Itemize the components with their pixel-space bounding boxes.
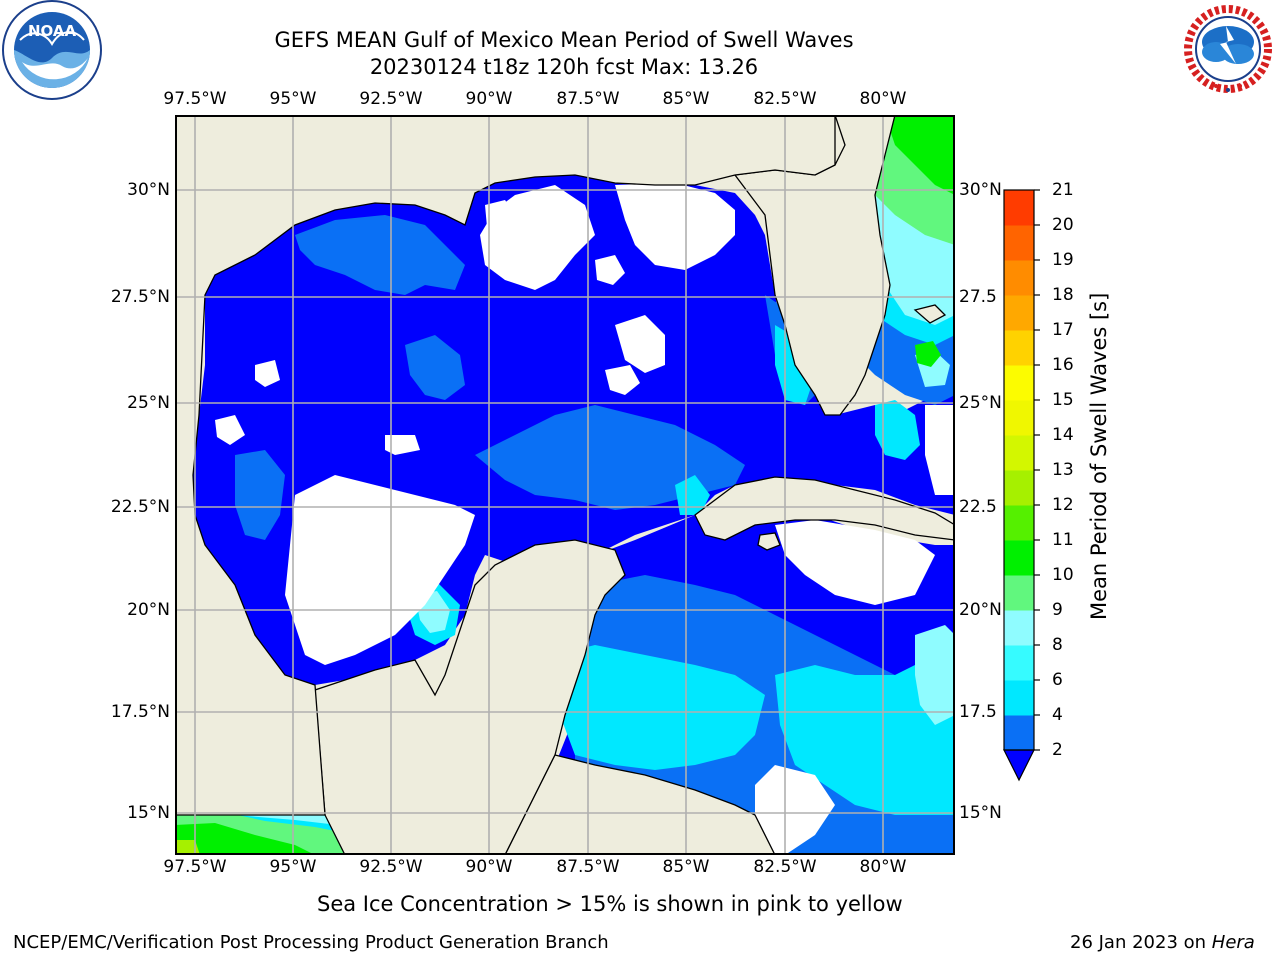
cuba-land [694, 476, 955, 541]
colorbar-swatch [1004, 435, 1034, 471]
colorbar-swatch [1004, 330, 1034, 366]
lat-label-left: 30°N [127, 180, 170, 200]
swell-period-map [175, 115, 955, 855]
colorbar-tick-label: 14 [1052, 425, 1074, 445]
footer-date-text: 26 Jan 2023 on [1070, 932, 1212, 953]
lon-label-top: 90°W [465, 89, 513, 109]
colorbar-swatch [1004, 365, 1034, 401]
lat-label-left: 15°N [127, 803, 170, 823]
lon-label-bottom: 90°W [465, 857, 513, 877]
footer-credit: NCEP/EMC/Verification Post Processing Pr… [13, 932, 609, 953]
colorbar-tick-label: 21 [1052, 180, 1074, 200]
map-title: GEFS MEAN Gulf of Mexico Mean Period of … [274, 28, 854, 52]
colorbar-label: Mean Period of Swell Waves [s] [1087, 292, 1111, 620]
colorbar-swatch [1004, 225, 1034, 261]
lat-label-left: 25°N [127, 393, 170, 413]
colorbar-tick-label: 11 [1052, 530, 1074, 550]
colorbar-tick-label: 20 [1052, 215, 1074, 235]
lon-label-bottom: 87.5°W [556, 857, 620, 877]
lon-label-bottom: 85°W [662, 857, 710, 877]
lat-label-left: 22.5°N [110, 497, 170, 517]
lon-label-top: 87.5°W [556, 89, 620, 109]
colorbar-tick-label: 17 [1052, 320, 1074, 340]
lat-label-right: 22.5 [959, 497, 997, 517]
lat-label-right: 15°N [959, 803, 1002, 823]
colorbar [1003, 189, 1040, 782]
no-data-patches [215, 183, 955, 855]
colorbar-tick-label: 18 [1052, 285, 1074, 305]
colorbar-tick-label: 12 [1052, 495, 1074, 515]
us-gulf-coast-land [175, 115, 836, 816]
colorbar-swatch [1004, 505, 1034, 541]
lon-label-bottom: 82.5°W [753, 857, 817, 877]
colorbar-swatch [1004, 295, 1034, 331]
colorbar-swatch [1004, 680, 1034, 716]
colorbar-tick-label: 16 [1052, 355, 1074, 375]
lon-label-bottom: 95°W [269, 857, 317, 877]
nws-logo [1182, 3, 1274, 95]
lat-label-left: 27.5°N [110, 287, 170, 307]
lat-label-left: 20°N [127, 600, 170, 620]
lat-label-left: 17.5°N [110, 702, 170, 722]
colorbar-tick-label: 19 [1052, 250, 1074, 270]
colorbar-swatch [1004, 190, 1034, 226]
lat-label-right: 30°N [959, 180, 1002, 200]
colorbar-tick-label: 13 [1052, 460, 1074, 480]
colorbar-tick-label: 4 [1052, 705, 1063, 725]
colorbar-swatch [1004, 260, 1034, 296]
lat-label-right: 17.5 [959, 702, 997, 722]
footer-date: 26 Jan 2023 on Hera [1070, 932, 1255, 954]
map-subtitle: 20230124 t18z 120h fcst Max: 13.26 [369, 55, 759, 79]
lon-label-bottom: 80°W [859, 857, 907, 877]
svg-text:NOAA: NOAA [28, 22, 77, 40]
lon-label-top: 95°W [269, 89, 317, 109]
colorbar-swatch [1004, 470, 1034, 506]
lon-label-top: 85°W [662, 89, 710, 109]
colorbar-extend-arrow [1003, 749, 1035, 782]
map-panel [175, 115, 955, 855]
noaa-logo: NOAA [2, 0, 102, 100]
yucatan-land [314, 539, 626, 855]
lon-label-bottom: 92.5°W [359, 857, 423, 877]
footer-host: Hera [1211, 932, 1255, 953]
colorbar-tick-label: 2 [1052, 740, 1063, 760]
colorbar-tick-label: 10 [1052, 565, 1074, 585]
lat-label-right: 27.5 [959, 287, 997, 307]
lon-label-top: 97.5°W [163, 89, 227, 109]
colorbar-swatch [1004, 540, 1034, 576]
colorbar-swatch [1004, 610, 1034, 646]
colorbar-swatches [1004, 190, 1034, 751]
central-america-land [504, 754, 776, 855]
lon-label-bottom: 97.5°W [163, 857, 227, 877]
colorbar-swatch [1004, 400, 1034, 436]
colorbar-swatch [1004, 715, 1034, 751]
colorbar-swatch [1004, 575, 1034, 611]
sea-ice-note: Sea Ice Concentration > 15% is shown in … [317, 892, 903, 916]
map-frame [175, 115, 955, 855]
lon-label-top: 92.5°W [359, 89, 423, 109]
lat-label-right: 25°N [959, 393, 1002, 413]
colorbar-tick-label: 6 [1052, 670, 1063, 690]
lat-label-right: 20°N [959, 600, 1002, 620]
colorbar-tick-label: 15 [1052, 390, 1074, 410]
colorbar-tick-label: 8 [1052, 635, 1063, 655]
colorbar-tick-label: 9 [1052, 600, 1063, 620]
colorbar-swatch [1004, 645, 1034, 681]
lon-label-top: 82.5°W [753, 89, 817, 109]
graticule [175, 115, 955, 855]
lon-label-top: 80°W [859, 89, 907, 109]
